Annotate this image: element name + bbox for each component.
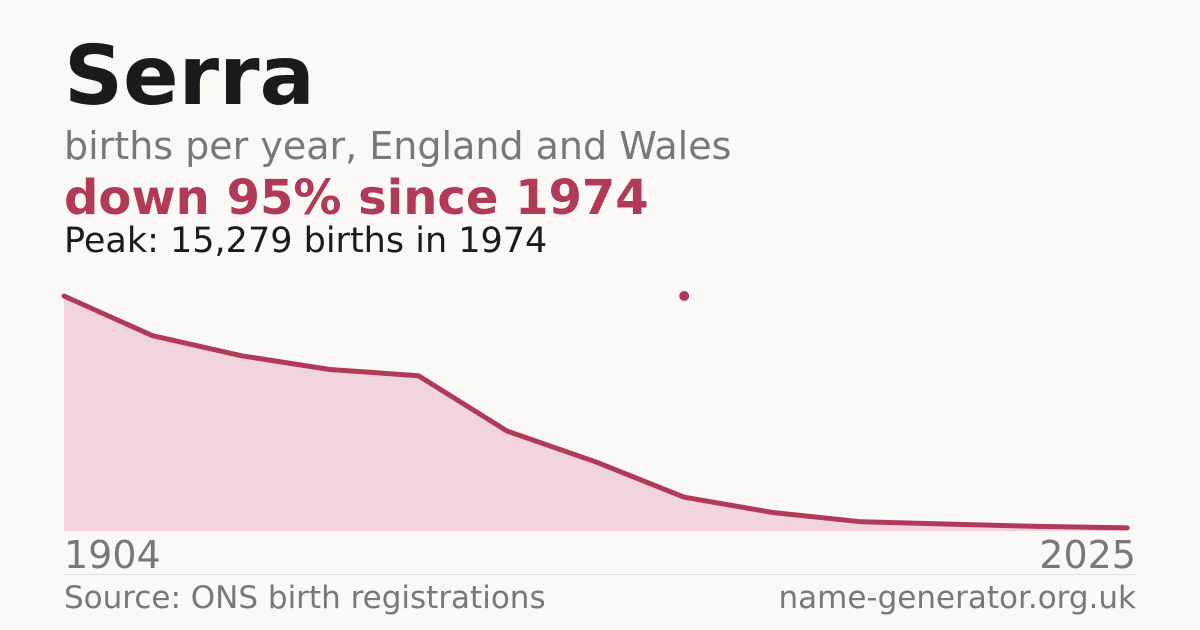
area-fill xyxy=(64,296,1128,531)
peak-annotation: Peak: 15,279 births in 1974 xyxy=(64,221,548,261)
change-headline: down 95% since 1974 xyxy=(64,170,649,226)
footer-divider xyxy=(64,574,1136,575)
x-axis-start-label: 1904 xyxy=(64,533,161,577)
source-credit: Source: ONS birth registrations xyxy=(64,580,546,616)
site-credit: name-generator.org.uk xyxy=(778,580,1136,616)
peak-marker xyxy=(677,289,692,303)
chart-subtitle: births per year, England and Wales xyxy=(64,124,732,168)
series-line xyxy=(61,293,1130,531)
chart-title: Serra xyxy=(64,29,315,124)
x-axis-end-label: 2025 xyxy=(1039,533,1136,577)
